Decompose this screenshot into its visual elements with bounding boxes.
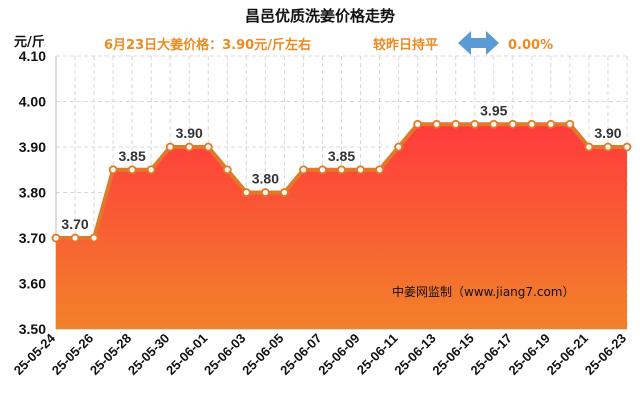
data-point [260, 188, 270, 197]
data-point [508, 119, 518, 129]
data-point [356, 165, 365, 175]
data-label: 3.90 [176, 125, 203, 141]
data-point [375, 165, 384, 175]
data-label: 3.70 [61, 216, 88, 232]
data-point [89, 233, 99, 243]
data-point [603, 142, 613, 152]
data-point [70, 233, 80, 243]
y-tick-label: 3.50 [19, 321, 46, 337]
data-point [451, 119, 461, 129]
data-point [318, 165, 327, 175]
price-summary: 6月23日大姜价格：3.90元/斤左右 [104, 37, 311, 53]
plot-area [51, 119, 632, 329]
data-label: 3.95 [480, 102, 507, 118]
data-point [222, 165, 232, 175]
data-point [584, 142, 594, 152]
data-point [337, 165, 346, 175]
change-percent: 0.00% [508, 38, 553, 53]
data-point [546, 119, 556, 129]
double-arrow-icon [458, 31, 499, 55]
x-tick-label: 25-06-09 [315, 331, 362, 378]
y-tick-label: 3.80 [19, 185, 46, 201]
data-point [470, 119, 480, 129]
data-point [146, 165, 156, 175]
data-point [51, 233, 61, 243]
data-label: 3.80 [252, 171, 279, 187]
data-label: 3.85 [119, 148, 146, 164]
data-point [165, 142, 175, 152]
y-axis: 3.50 3.60 3.70 3.80 3.90 4.00 4.10 [19, 48, 46, 337]
data-point [489, 119, 499, 129]
data-point [565, 119, 575, 129]
chart-title: 昌邑优质洗姜价格走势 [245, 7, 395, 25]
data-label: 3.90 [594, 125, 621, 141]
data-point [527, 119, 537, 129]
price-area [56, 124, 627, 329]
data-point [279, 188, 289, 197]
data-point [127, 165, 137, 175]
x-tick-label: 25-06-23 [582, 331, 629, 378]
data-point [184, 142, 194, 152]
data-point [241, 188, 251, 197]
y-tick-label: 4.00 [19, 94, 46, 110]
y-tick-label: 3.90 [19, 139, 46, 155]
data-point [413, 119, 423, 129]
data-point [299, 165, 308, 175]
x-axis: 25-05-2425-05-2625-05-2825-05-3025-06-01… [11, 330, 629, 378]
data-point [622, 142, 632, 152]
data-point [203, 142, 213, 152]
y-axis-unit: 元/斤 [14, 34, 45, 50]
data-point [394, 142, 404, 152]
data-labels: 3.70 3.85 3.90 3.80 3.85 3.95 3.90 [61, 102, 621, 232]
y-tick-label: 4.10 [19, 48, 46, 64]
y-tick-label: 3.60 [19, 276, 46, 292]
data-point [108, 165, 118, 175]
y-tick-label: 3.70 [19, 230, 46, 246]
data-label: 3.85 [328, 148, 355, 164]
change-summary: 较昨日持平 [373, 37, 438, 53]
data-point [432, 119, 442, 129]
watermark: 中姜网监制（www.jiang7.com） [392, 284, 574, 299]
